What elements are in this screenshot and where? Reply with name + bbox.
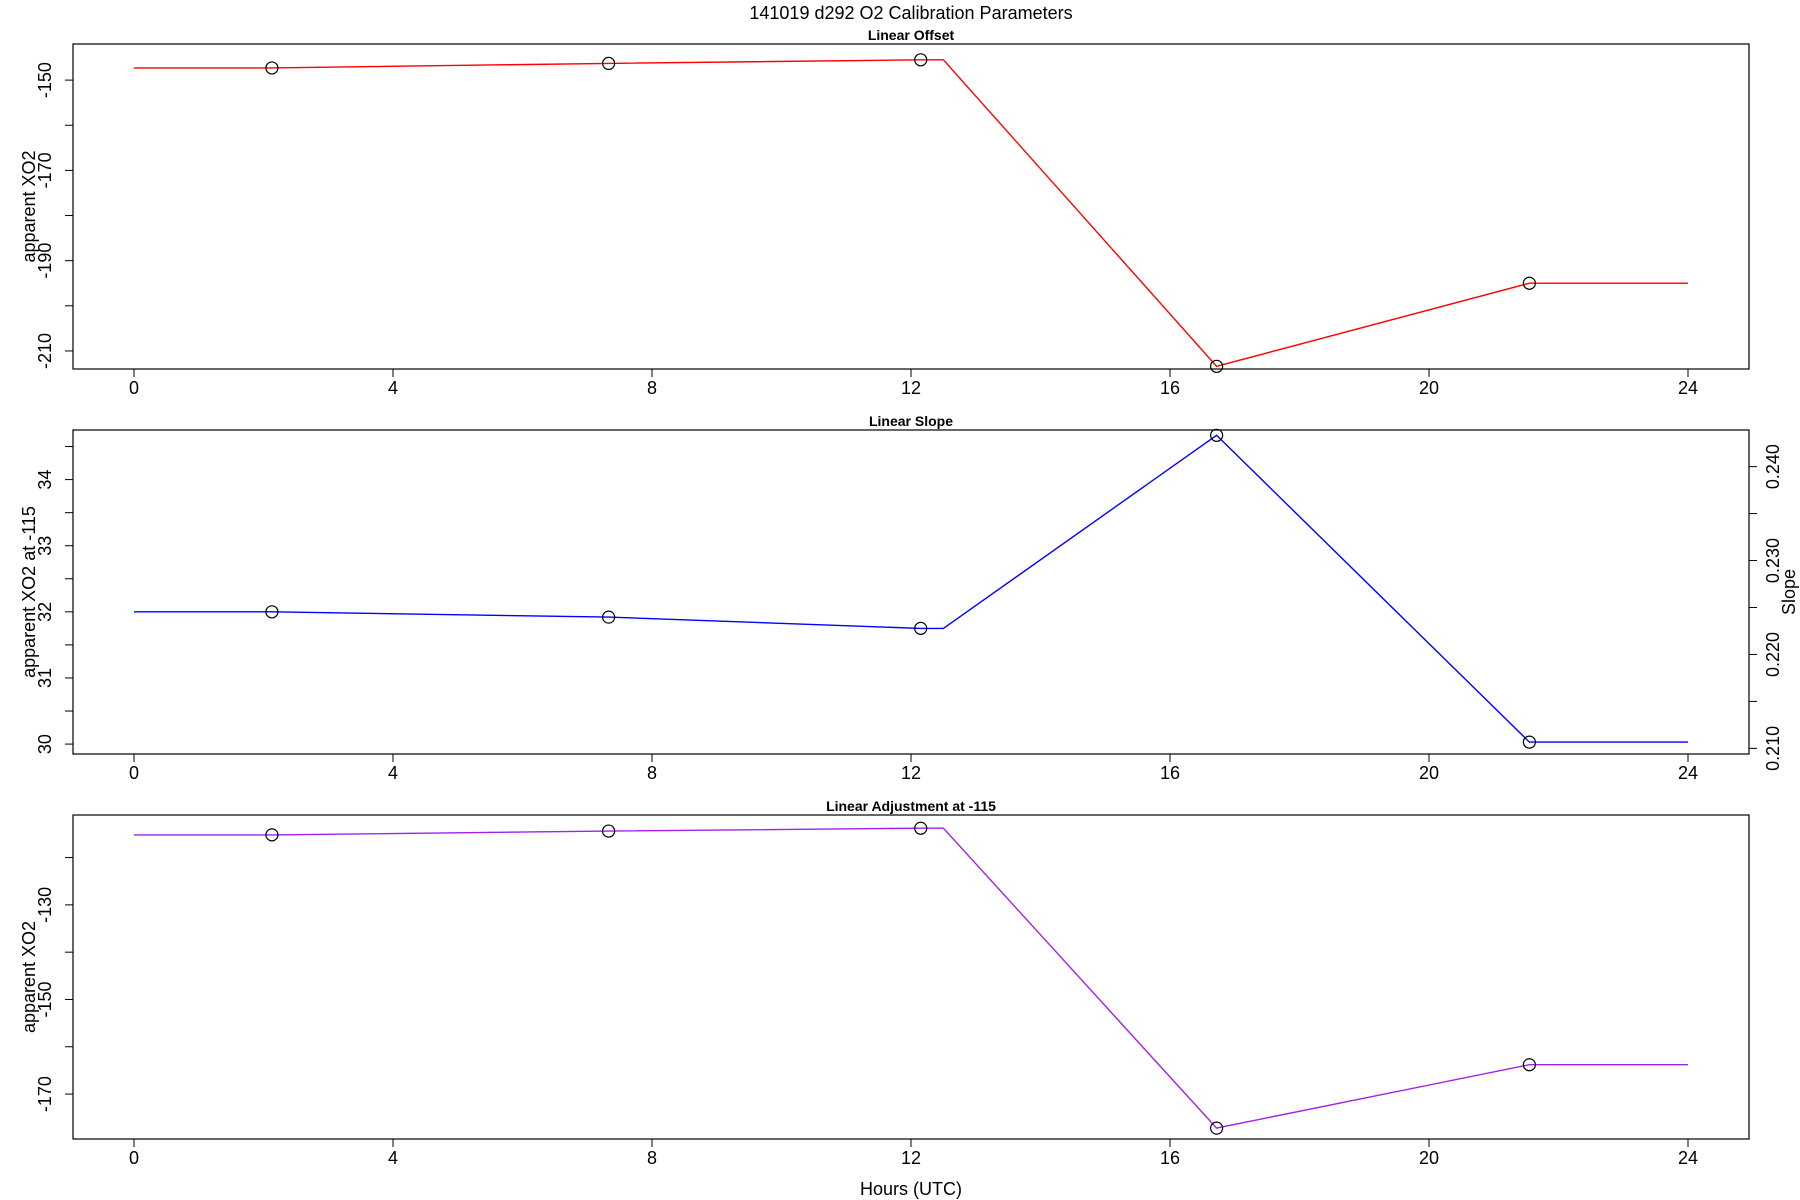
right-y-tick-label: 0.230	[1763, 538, 1783, 583]
data-point	[1522, 276, 1536, 290]
series-line	[134, 827, 1688, 1129]
data-point	[602, 610, 616, 624]
right-y-tick-label: 0.240	[1763, 444, 1783, 489]
y-tick-label: -150	[35, 981, 55, 1017]
x-tick-label: 4	[388, 378, 398, 398]
data-point	[602, 56, 616, 71]
x-tick-label: 8	[647, 1148, 657, 1168]
chart-panel-1: Linear Offset 0 4 8 12 16 20 24 -150 -170 -190 -210…	[19, 27, 1750, 398]
x-tick-label: 0	[129, 763, 139, 783]
data-point	[914, 621, 928, 635]
data-point	[1522, 1058, 1536, 1072]
y-tick-label: 33	[35, 536, 55, 556]
y-axis-label: apparent XO2	[19, 150, 39, 262]
series-line	[134, 59, 1688, 368]
y-axis-label: apparent XO2	[19, 921, 39, 1033]
plot-frame	[72, 43, 1750, 370]
x-tick-label: 12	[901, 378, 921, 398]
x-tick-label: 16	[1160, 1148, 1180, 1168]
x-tick-label: 24	[1678, 763, 1698, 783]
series-line	[134, 434, 1688, 743]
x-tick-label: 12	[901, 1148, 921, 1168]
data-point	[914, 53, 928, 67]
y-tick-label: -170	[35, 152, 55, 188]
y-tick-label: 31	[35, 668, 55, 688]
x-tick-label: 4	[388, 1148, 398, 1168]
x-tick-label: 0	[129, 1148, 139, 1168]
data-point	[265, 828, 279, 842]
y-tick-label: 32	[35, 602, 55, 622]
y-axis-label: apparent XO2 at -115	[19, 506, 39, 678]
chart-panel-3: Linear Adjustment at -115 0 4 8 12 16 20 24 -130…	[19, 798, 1750, 1168]
y-tick-label: 30	[35, 734, 55, 754]
y-tick-label: -150	[35, 62, 55, 98]
panels: Linear Offset 0 4 8 12 16 20 24 -150 -170 -190 -210…	[19, 27, 1799, 1168]
x-tick-label: 4	[388, 763, 398, 783]
x-tick-label: 16	[1160, 763, 1180, 783]
y-tick-label: 34	[35, 470, 55, 490]
right-y-tick-label: 0.210	[1763, 726, 1783, 771]
data-point	[914, 821, 928, 835]
y-tick-label: -190	[35, 243, 55, 279]
data-point	[1210, 428, 1224, 442]
data-point	[1210, 1121, 1224, 1135]
x-tick-label: 8	[647, 378, 657, 398]
x-tick-label: 24	[1678, 1148, 1698, 1168]
x-tick-label: 24	[1678, 378, 1698, 398]
y-tick-label: -130	[35, 887, 55, 923]
panel-title: Linear Adjustment at -115	[826, 798, 996, 814]
x-tick-label: 20	[1419, 1148, 1439, 1168]
right-y-tick-label: 0.220	[1763, 632, 1783, 677]
panel-title: Linear Slope	[869, 413, 953, 429]
data-point	[602, 824, 616, 838]
chart-panel-2: Linear Slope 0 4 8 12 16 20 24 30 31 32 33 34 apparen…	[19, 413, 1799, 783]
x-tick-label: 8	[647, 763, 657, 783]
data-point	[265, 605, 279, 619]
x-tick-label: 20	[1419, 763, 1439, 783]
y-tick-label: -210	[35, 333, 55, 369]
x-tick-label: 12	[901, 763, 921, 783]
data-point	[1522, 735, 1536, 749]
y-tick-label: -170	[35, 1076, 55, 1112]
panel-title: Linear Offset	[868, 27, 955, 43]
right-y-axis-label: Slope	[1779, 569, 1799, 615]
plot-frame	[72, 814, 1750, 1140]
data-point	[265, 61, 279, 75]
x-tick-label: 16	[1160, 378, 1180, 398]
x-tick-label: 0	[129, 378, 139, 398]
plot-frame	[72, 429, 1750, 755]
data-point	[1210, 359, 1224, 373]
figure-title: 141019 d292 O2 Calibration Parameters	[749, 3, 1072, 23]
shared-x-axis-label: Hours (UTC)	[860, 1179, 962, 1199]
x-tick-label: 20	[1419, 378, 1439, 398]
